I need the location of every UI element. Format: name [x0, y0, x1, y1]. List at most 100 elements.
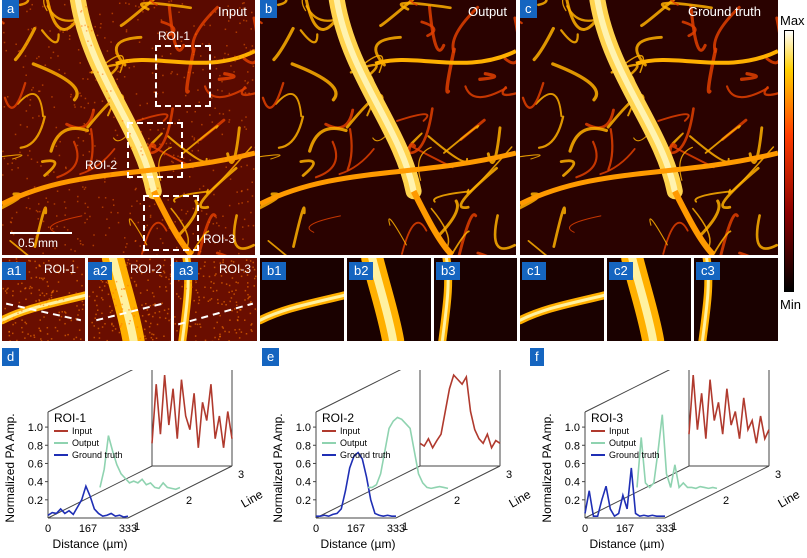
series-line-output [368, 416, 449, 490]
x-tick-label: 167 [79, 523, 97, 535]
colorbar [784, 30, 794, 292]
series-line-input [151, 375, 233, 448]
plot-title: ROI-2 [322, 411, 354, 425]
panel-a-title: Input [218, 4, 247, 19]
panel-b-title: Output [468, 4, 508, 19]
scale-bar [10, 232, 72, 234]
y-tick-label: 0.4 [296, 477, 311, 489]
z-tick-label: 1 [134, 521, 140, 533]
colorbar-max-label: Max [780, 13, 805, 28]
roi-1-box [155, 45, 211, 107]
x-tick-label: 0 [582, 523, 588, 535]
legend-label: Output [72, 438, 100, 448]
series-line-ground-truth [316, 451, 396, 518]
x-axis-label: Distance (µm) [590, 537, 665, 551]
panel-a-badge: a [2, 0, 20, 18]
roi-2-label: ROI-2 [85, 158, 118, 172]
y-tick-label: 1.0 [565, 422, 580, 434]
y-axis-label: Normalized PA Amp. [3, 413, 17, 522]
panel-a3-title: ROI-3 [219, 262, 252, 276]
panel-c-ground-truth-image [520, 0, 778, 255]
z-tick-label: 1 [671, 521, 677, 533]
colorbar-min-label: Min [780, 297, 801, 312]
ground-truth-vessel-image [520, 0, 778, 255]
panel-a2-title: ROI-2 [130, 262, 163, 276]
legend-label: Input [609, 426, 630, 436]
panel-a-input-image [2, 0, 255, 255]
z-tick-label: 2 [454, 495, 460, 507]
y-tick-label: 0.8 [565, 440, 580, 452]
scale-bar-label: 0.5 mm [18, 236, 59, 250]
y-axis-label: Normalized PA Amp. [540, 413, 554, 522]
panel-d-badge: d [2, 348, 20, 366]
x-tick-label: 333 [387, 523, 405, 535]
panel-a2-badge: a2 [88, 262, 113, 280]
legend-label: Ground truth [72, 450, 123, 460]
output-vessel-image [260, 0, 516, 255]
roi-1-label: ROI-1 [158, 29, 191, 43]
z-tick-label: 3 [506, 469, 512, 481]
z-tick-label: 2 [723, 495, 729, 507]
x-tick-label: 333 [656, 523, 674, 535]
panel-c2-badge: c2 [609, 262, 633, 280]
plot-title: ROI-3 [591, 411, 623, 425]
y-tick-label: 0.4 [565, 477, 580, 489]
panel-c1-badge: c1 [522, 262, 546, 280]
x-tick-label: 0 [45, 523, 51, 535]
y-tick-label: 0.2 [565, 495, 580, 507]
z-axis-label: Line [507, 487, 534, 511]
panel-a1-title: ROI-1 [44, 262, 77, 276]
y-tick-label: 1.0 [28, 422, 43, 434]
z-tick-label: 2 [186, 495, 192, 507]
series-line-output [99, 435, 181, 491]
z-tick-label: 1 [402, 521, 408, 533]
series-line-input [419, 373, 501, 450]
panel-a1-badge: a1 [2, 262, 27, 280]
panel-f-badge: f [530, 348, 544, 366]
y-tick-label: 0.4 [28, 477, 43, 489]
panel-b3-badge: b3 [436, 262, 461, 280]
y-tick-label: 0.2 [28, 495, 43, 507]
panel-c3-badge: c3 [696, 262, 720, 280]
series-line-output [636, 414, 718, 490]
panel-e-badge: e [262, 348, 280, 366]
y-tick-label: 0.8 [296, 440, 311, 452]
x-tick-label: 333 [119, 523, 137, 535]
legend-label: Input [340, 426, 361, 436]
series-line-ground-truth [47, 483, 129, 518]
x-tick-label: 0 [313, 523, 319, 535]
x-axis-label: Distance (µm) [321, 537, 396, 551]
y-axis-label: Normalized PA Amp. [271, 413, 285, 522]
z-axis-label: Line [776, 487, 803, 511]
x-axis-label: Distance (µm) [53, 537, 128, 551]
legend-label: Output [340, 438, 368, 448]
x-tick-label: 167 [347, 523, 365, 535]
legend-label: Ground truth [340, 450, 391, 460]
series-line-input [688, 375, 770, 444]
panel-b1-badge: b1 [262, 262, 287, 280]
roi-2-box [127, 122, 183, 178]
x-tick-label: 167 [616, 523, 634, 535]
y-tick-label: 0.8 [28, 440, 43, 452]
y-tick-label: 0.2 [296, 495, 311, 507]
panel-a3-badge: a3 [174, 262, 199, 280]
y-tick-label: 0.6 [28, 458, 43, 470]
legend-label: Ground truth [609, 450, 660, 460]
panel-b-badge: b [260, 0, 278, 18]
panel-c1-image [520, 258, 604, 341]
legend-label: Output [609, 438, 637, 448]
y-tick-label: 0.6 [565, 458, 580, 470]
y-tick-label: 0.6 [296, 458, 311, 470]
panel-b-output-image [260, 0, 516, 255]
series-line-ground-truth [584, 467, 665, 518]
panel-b2-image [347, 258, 431, 341]
legend-label: Input [72, 426, 93, 436]
z-tick-label: 3 [238, 469, 244, 481]
z-axis-label: Line [239, 487, 266, 511]
roi-3-label: ROI-3 [203, 232, 236, 246]
panel-b2-badge: b2 [349, 262, 374, 280]
z-tick-label: 3 [775, 469, 781, 481]
